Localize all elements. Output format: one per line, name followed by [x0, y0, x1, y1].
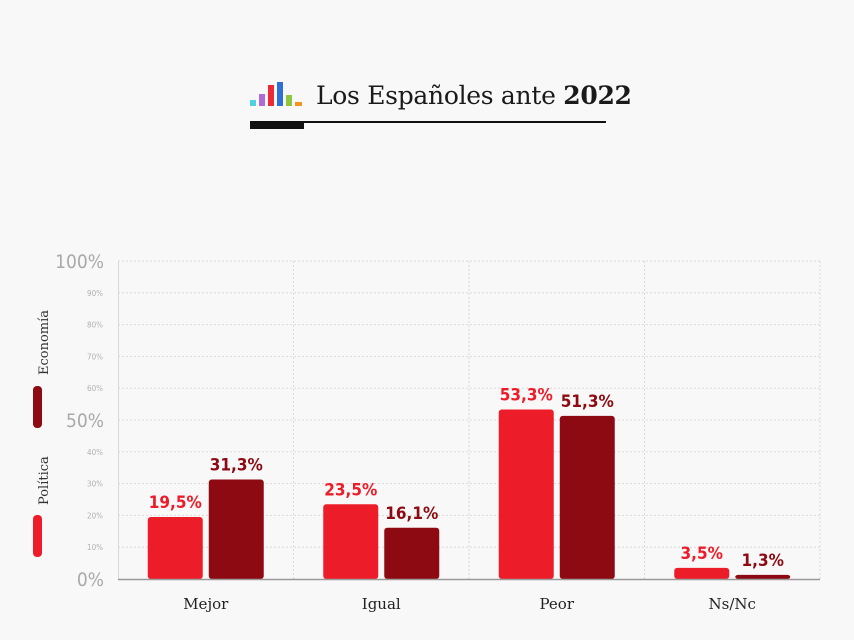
y-tick-label: 80%	[87, 321, 103, 330]
title-text: Los Españoles ante	[316, 81, 556, 110]
y-tick-label: 10%	[87, 543, 103, 552]
bar	[384, 527, 440, 579]
bar	[674, 567, 730, 579]
x-tick-label: Mejor	[183, 595, 229, 613]
title-year: 2022	[563, 81, 632, 110]
data-label: 53,3%	[500, 386, 553, 406]
y-tick-label: 0%	[77, 569, 104, 591]
y-tick-label: 90%	[87, 289, 103, 298]
data-label: 31,3%	[210, 455, 263, 475]
bar	[323, 504, 379, 579]
y-tick-label: 30%	[87, 480, 103, 489]
x-tick-label: Igual	[362, 595, 401, 613]
bar	[147, 516, 203, 579]
chart-title: Los Españoles ante 2022	[316, 81, 632, 110]
bar	[735, 574, 791, 579]
data-label: 23,5%	[324, 480, 377, 500]
x-tick-label: Ns/Nc	[709, 595, 756, 613]
data-label: 51,3%	[561, 392, 614, 412]
y-tick-label: 100%	[55, 251, 104, 273]
legend-swatch-economia	[33, 386, 42, 428]
x-tick-label: Peor	[540, 595, 575, 613]
bar-chart-logo-icon	[250, 82, 302, 106]
bar	[498, 409, 554, 579]
data-label: 16,1%	[385, 504, 438, 524]
y-tick-label: 70%	[87, 352, 103, 361]
y-tick-label: 50%	[66, 410, 104, 432]
y-tick-label: 20%	[87, 511, 103, 520]
bar	[559, 415, 615, 579]
title-underline	[250, 121, 606, 123]
legend-swatch-politica	[33, 515, 42, 557]
title-accent-bar	[250, 122, 304, 129]
y-tick-label: 60%	[87, 384, 103, 393]
bar	[208, 479, 264, 579]
data-label: 1,3%	[742, 551, 784, 571]
data-label: 19,5%	[149, 493, 202, 513]
data-label: 3,5%	[681, 544, 723, 564]
chart-header: Los Españoles ante 2022	[250, 78, 632, 133]
y-tick-label: 40%	[87, 448, 103, 457]
